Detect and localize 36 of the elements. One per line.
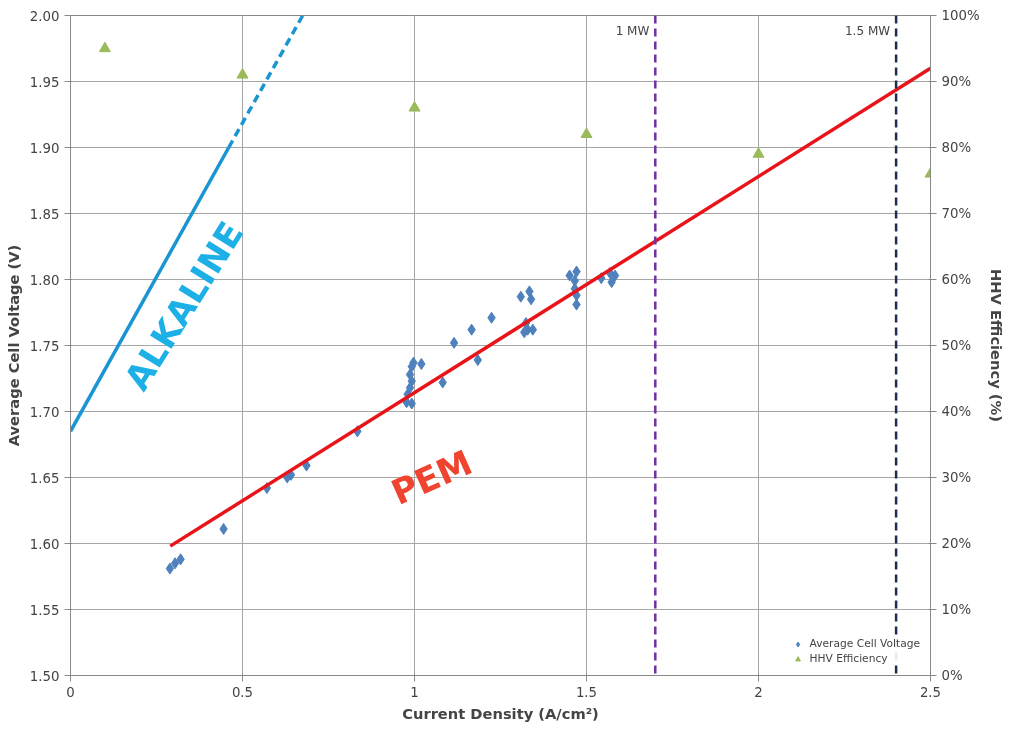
y2-tick-label: 40% (941, 404, 972, 419)
y-tick-label: 1.95 (29, 74, 60, 90)
legend-label: HHV Efficiency (809, 652, 888, 665)
y2-tick-label: 60% (941, 272, 972, 287)
x-tick-label: 1 (410, 684, 419, 700)
y2-tick-label: 0% (941, 668, 963, 683)
y-tick-label: 1.55 (29, 602, 60, 618)
legend-label: Average Cell Voltage (809, 637, 920, 650)
y2-tick-label: 80% (941, 140, 972, 155)
ref-line-label: 1.5 MW (844, 23, 891, 38)
y-tick-label: 1.70 (29, 404, 60, 420)
y2-axis-title: HHV Efficiency (%) (987, 269, 1005, 422)
y2-tick-label: 90% (941, 74, 972, 89)
y2-tick-label: 100% (941, 8, 980, 23)
x-tick-label: 2 (754, 684, 763, 700)
y-tick-label: 1.85 (29, 206, 60, 222)
x-axis-title: Current Density (A/cm²) (402, 704, 599, 722)
y-tick-label: 1.65 (29, 470, 60, 486)
y2-tick-label: 30% (941, 470, 972, 485)
y2-tick-label: 50% (941, 338, 972, 353)
x-tick-label: 1.5 (575, 684, 598, 700)
y-tick-label: 1.80 (29, 272, 60, 288)
y-tick-label: 1.90 (29, 140, 60, 156)
y2-tick-label: 70% (941, 206, 972, 221)
y-tick-label: 2.00 (29, 8, 60, 24)
x-tick-label: 0 (66, 684, 75, 700)
annotation: PEM (385, 442, 478, 513)
y-axis-title: Average Cell Voltage (V) (4, 244, 22, 447)
y-tick-label: 1.50 (29, 668, 60, 684)
y-tick-label: 1.75 (29, 338, 60, 354)
y2-tick-label: 10% (941, 602, 972, 617)
y2-tick-label: 20% (941, 536, 972, 551)
x-tick-label: 0.5 (231, 684, 254, 700)
x-tick-label: 2.5 (919, 684, 942, 700)
y-tick-label: 1.60 (29, 536, 60, 552)
ref-line-label: 1 MW (615, 23, 650, 38)
